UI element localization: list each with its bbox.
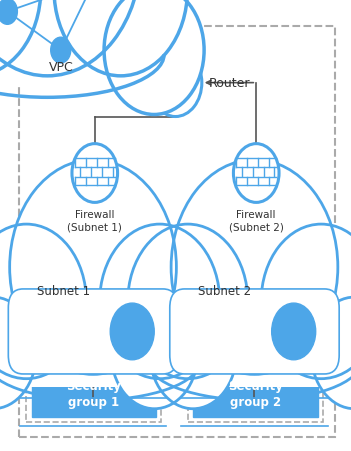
- Circle shape: [272, 304, 316, 360]
- Circle shape: [10, 160, 177, 374]
- FancyBboxPatch shape: [26, 280, 161, 422]
- FancyBboxPatch shape: [0, 0, 164, 85]
- Circle shape: [51, 38, 71, 64]
- Circle shape: [0, 0, 41, 77]
- Text: Firewall
(Subnet 2): Firewall (Subnet 2): [229, 210, 284, 232]
- Circle shape: [0, 298, 37, 409]
- Circle shape: [0, 225, 86, 379]
- FancyBboxPatch shape: [188, 280, 323, 422]
- FancyBboxPatch shape: [8, 289, 178, 374]
- Circle shape: [100, 225, 220, 379]
- Text: Subnet 2: Subnet 2: [198, 284, 251, 297]
- Text: Router: Router: [209, 77, 250, 90]
- Circle shape: [54, 0, 187, 77]
- Circle shape: [104, 0, 204, 115]
- Text: Subnet 1: Subnet 1: [37, 284, 90, 297]
- FancyBboxPatch shape: [32, 370, 156, 417]
- Text: Security
group 2: Security group 2: [228, 379, 283, 408]
- Circle shape: [311, 298, 351, 409]
- Circle shape: [0, 0, 18, 25]
- Circle shape: [128, 225, 248, 379]
- Circle shape: [149, 50, 202, 117]
- FancyBboxPatch shape: [148, 302, 351, 387]
- Text: VPC: VPC: [49, 61, 74, 74]
- FancyBboxPatch shape: [170, 289, 339, 374]
- Text: Security
group 1: Security group 1: [66, 379, 121, 408]
- FancyBboxPatch shape: [19, 27, 335, 437]
- Circle shape: [150, 298, 237, 409]
- Circle shape: [111, 298, 198, 409]
- FancyBboxPatch shape: [0, 302, 200, 387]
- Circle shape: [261, 225, 351, 379]
- Circle shape: [171, 160, 338, 374]
- Text: Firewall
(Subnet 1): Firewall (Subnet 1): [67, 210, 122, 232]
- Circle shape: [0, 0, 141, 77]
- Circle shape: [72, 144, 118, 203]
- Circle shape: [233, 144, 279, 203]
- Circle shape: [110, 304, 154, 360]
- FancyBboxPatch shape: [193, 370, 318, 417]
